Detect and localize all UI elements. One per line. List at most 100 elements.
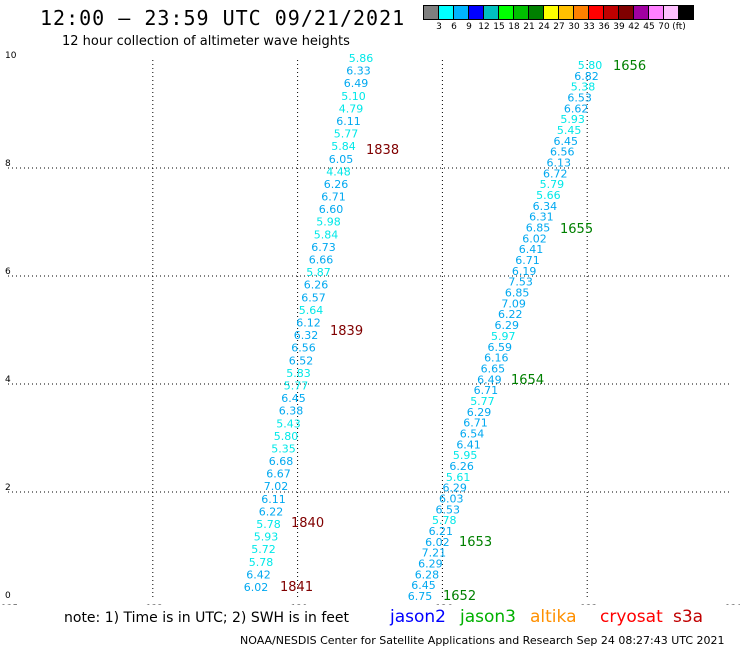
color-scale-label: 30 — [568, 22, 580, 32]
wave-height-value: 5.78 — [249, 556, 274, 569]
map-subtitle: 12 hour collection of altimeter wave hei… — [62, 34, 350, 49]
wave-height-value: 6.32 — [294, 329, 319, 342]
color-scale-label: 21 — [523, 22, 535, 32]
wave-height-value: 6.85 — [526, 222, 551, 235]
color-scale-label: 6 — [451, 22, 457, 32]
wave-height-value: 6.29 — [494, 319, 519, 332]
wave-height-value: 5.84 — [331, 140, 356, 153]
wave-height-value: 6.11 — [336, 115, 361, 128]
time-label: 1655 — [560, 222, 593, 237]
wave-height-value: 6.38 — [279, 405, 304, 418]
wave-height-value: 6.31 — [529, 211, 554, 224]
wave-height-value: 6.71 — [515, 254, 540, 267]
wave-height-value: 6.56 — [550, 146, 575, 159]
y-tick-label: 6 — [5, 267, 11, 277]
wave-height-value: 6.49 — [477, 373, 502, 386]
x-tick-label: -126 — [432, 604, 453, 605]
y-tick-label: 4 — [5, 375, 11, 385]
legend-note: note: 1) Time is in UTC; 2) SWH is in fe… — [64, 610, 350, 626]
wave-height-value: 5.77 — [334, 128, 359, 141]
wave-height-value: 6.54 — [460, 427, 485, 440]
wave-height-value: 5.64 — [299, 304, 324, 317]
wave-height-value: 5.61 — [446, 471, 471, 484]
satellite-label-jason2: jason2 — [390, 607, 446, 627]
wave-height-value: 6.49 — [344, 77, 369, 90]
wave-height-value: 5.87 — [306, 266, 331, 279]
color-scale-label: 12 — [478, 22, 490, 32]
satellite-label-s3a: s3a — [673, 607, 704, 627]
wave-height-value: 6.29 — [442, 482, 467, 495]
wave-height-value: 6.29 — [467, 406, 492, 419]
wave-height-value: 6.53 — [567, 92, 592, 105]
y-tick-label: 2 — [5, 483, 11, 493]
wave-height-value: 5.78 — [256, 518, 281, 531]
wave-height-map: -135-132-129-126-123-12002468105.866.336… — [0, 51, 740, 605]
color-scale-label: 27 — [553, 22, 565, 32]
wave-height-value: 5.80 — [274, 430, 299, 443]
wave-height-value: 6.52 — [289, 354, 314, 367]
color-scale-label: (ft) — [672, 22, 686, 32]
wave-height-value: 5.80 — [578, 59, 603, 72]
color-scale-swatch — [678, 5, 694, 20]
wave-height-value: 6.71 — [474, 384, 499, 397]
x-tick-label: -132 — [143, 604, 163, 605]
wave-height-value: 5.43 — [276, 417, 301, 430]
wave-height-value: 5.77 — [284, 379, 309, 392]
time-label: 1653 — [459, 535, 492, 550]
wave-height-value: 5.79 — [540, 178, 565, 191]
color-scale-label: 39 — [613, 22, 625, 32]
wave-height-value: 6.56 — [291, 342, 316, 355]
wave-height-value: 6.02 — [425, 536, 450, 549]
wave-height-value: 6.16 — [484, 352, 509, 365]
time-label: 1656 — [613, 59, 646, 74]
wave-height-value: 6.02 — [522, 232, 547, 245]
wave-height-value: 6.73 — [311, 241, 336, 254]
wave-height-value: 6.02 — [244, 581, 269, 594]
color-scale-label: 42 — [628, 22, 640, 32]
wave-height-value: 6.05 — [329, 153, 354, 166]
wave-height-value: 6.68 — [269, 455, 294, 468]
wave-height-value: 5.93 — [254, 531, 279, 544]
wave-height-value: 6.42 — [246, 568, 271, 581]
time-label: 1841 — [280, 580, 313, 595]
wave-height-value: 7.53 — [508, 276, 533, 289]
satellite-label-cryosat: cryosat — [600, 607, 663, 627]
color-scale-label: 3 — [436, 22, 442, 32]
color-scale-legend: 3 6 9 12 15 18 21 24 27 30 33 36 39 42 45 70 (ft) — [423, 5, 694, 32]
color-scale-label: 18 — [508, 22, 520, 32]
wave-height-value: 6.26 — [304, 279, 329, 292]
wave-height-value: 6.26 — [324, 178, 349, 191]
wave-height-value: 5.72 — [251, 543, 276, 556]
color-scale-label: 33 — [583, 22, 595, 32]
map-title: 12:00 – 23:59 UTC 09/21/2021 — [40, 6, 406, 30]
wave-height-value: 5.86 — [349, 52, 374, 65]
wave-height-value: 6.57 — [301, 291, 326, 304]
wave-height-value: 6.82 — [574, 70, 599, 83]
wave-height-value: 6.72 — [543, 167, 568, 180]
color-scale-label: 36 — [598, 22, 610, 32]
wave-height-value: 5.35 — [271, 442, 296, 455]
footer-credit: NOAA/NESDIS Center for Satellite Applica… — [240, 634, 725, 647]
wave-height-value: 5.10 — [341, 90, 366, 103]
wave-height-value: 7.02 — [264, 480, 289, 493]
wave-height-value: 6.60 — [319, 203, 344, 216]
color-scale-label: 15 — [493, 22, 505, 32]
wave-height-value: 5.84 — [314, 228, 339, 241]
wave-height-value: 6.71 — [463, 417, 488, 430]
wave-height-value: 6.13 — [547, 157, 572, 170]
wave-height-value: 6.75 — [408, 590, 433, 603]
wave-height-value: 5.78 — [432, 514, 457, 527]
wave-height-value: 6.45 — [553, 135, 578, 148]
plot-frame — [8, 60, 732, 600]
x-tick-label: -129 — [287, 604, 308, 605]
satellite-label-jason3: jason3 — [460, 607, 516, 627]
time-label: 1839 — [330, 324, 363, 339]
time-label: 1654 — [511, 373, 544, 388]
wave-height-value: 5.77 — [470, 395, 495, 408]
wave-height-value: 6.28 — [415, 568, 440, 581]
wave-height-value: 6.12 — [296, 317, 321, 330]
wave-height-value: 6.11 — [261, 493, 286, 506]
color-scale-label: 9 — [466, 22, 472, 32]
wave-height-value: 5.83 — [286, 367, 311, 380]
satellite-label-altika: altika — [530, 607, 577, 627]
